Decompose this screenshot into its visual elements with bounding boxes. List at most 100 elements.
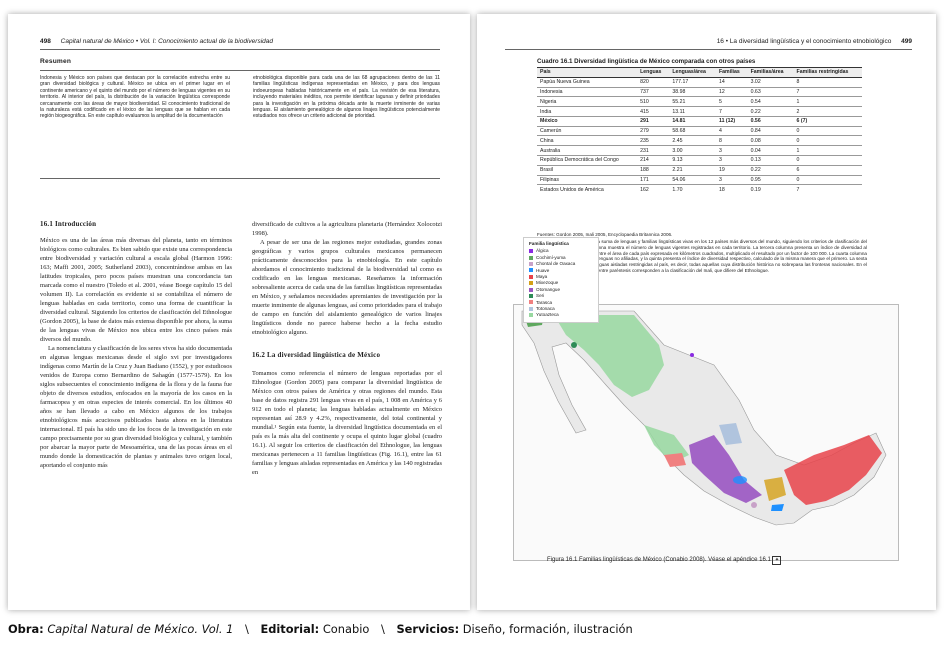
table-cell: 0.13 [747, 155, 794, 166]
region-yutoazteca [554, 315, 664, 397]
running-head: 16 • La diversidad lingüística y el cono… [716, 38, 892, 45]
legend-item: Otomangue [529, 287, 593, 293]
table-cell: 1 [793, 145, 862, 156]
table-cell: 9.13 [669, 155, 716, 166]
legend-swatch [529, 262, 533, 266]
table-cell: 6 (7) [793, 115, 862, 127]
table-cell: 0.19 [747, 184, 794, 195]
table-cell: 0 [793, 125, 862, 136]
legend-swatch [529, 274, 533, 279]
paragraph: México es una de las áreas más diversas … [40, 237, 232, 343]
column-header: País [537, 67, 638, 78]
table-row: Camerún 279 58.68 4 0.84 0 [537, 125, 862, 136]
legend-label: Cochimí-yuma [536, 254, 566, 260]
table-cell: 177.17 [669, 76, 716, 88]
region-tarasca [664, 453, 686, 467]
legend-swatch [529, 287, 533, 292]
legend-swatch [529, 313, 533, 318]
table-cell: 13.11 [669, 106, 716, 117]
column-header: Lenguas/área [669, 67, 716, 78]
legend-title: Familia lingüística [529, 241, 569, 246]
paragraph: La nomenclatura y clasificación de los s… [40, 345, 232, 469]
page-number: 498 [40, 38, 51, 45]
table-cell: 737 [637, 86, 670, 97]
table-cell: 0.54 [747, 96, 794, 107]
appendix-icon: ✦ [772, 556, 782, 565]
table-cell: 3.00 [669, 145, 716, 156]
legend-item: Huave [529, 268, 593, 274]
legend-item: Chontal de Oaxaca [529, 261, 593, 267]
table-cell: 7 [716, 106, 748, 117]
legend-label: Mixezoque [536, 280, 559, 286]
table-cell: 2.45 [669, 135, 716, 146]
editorial-value: Conabio [322, 622, 370, 636]
table-cell: 820 [637, 76, 670, 88]
separator: \ [244, 622, 249, 636]
table-cell: China [537, 135, 638, 146]
figure-caption: Figura 16.1 Familias lingüísticas de Méx… [547, 556, 907, 565]
table-cell: 7 [793, 184, 862, 195]
column-header: Familias [716, 67, 748, 78]
paragraph: Tomamos como referencia el número de len… [252, 370, 442, 476]
credits-footer: Obra: Capital Natural de México. Vol. 1 … [8, 622, 633, 636]
resumen-rule [40, 70, 440, 71]
table-cell: 3.02 [747, 76, 794, 88]
region-mixezoque [764, 477, 786, 501]
table-cell: 0 [793, 135, 862, 146]
servicios-value: Diseño, formación, ilustración [462, 622, 633, 636]
table-cell: Nigeria [537, 96, 638, 107]
table-cell: 3 [716, 174, 748, 185]
legend-swatch [529, 268, 533, 273]
table-cell: Estados Unidos de América [537, 184, 638, 195]
left-page: 498 Capital natural de México • Vol. I: … [8, 14, 470, 610]
table-row: Indonesia 737 38.98 12 0.63 7 [537, 86, 862, 97]
legend-item: Cochimí-yuma [529, 255, 593, 261]
table-cell: 0.22 [747, 106, 794, 117]
section-heading: 16.1 Introducción [40, 220, 97, 228]
table-cell: 0.04 [747, 145, 794, 156]
table-cell: 55.21 [669, 96, 716, 107]
header-rule [505, 49, 912, 50]
legend-label: Yutoazteca [536, 312, 559, 318]
table-cell: 171 [637, 174, 670, 185]
legend-swatch [529, 294, 533, 299]
table-cell: 8 [793, 76, 862, 88]
table-cell: 0.84 [747, 125, 794, 136]
paragraph: diversificado de cultivos a la agricultu… [252, 221, 442, 237]
table-cell: 1.70 [669, 184, 716, 195]
table-row: India 415 13.11 7 0.22 2 [537, 106, 862, 117]
table-row: México 291 14.81 11 (12) 0.56 6 (7) [537, 115, 862, 127]
table-cell: 1 [793, 96, 862, 107]
table-cell: Camerún [537, 125, 638, 136]
legend-label: Álgica [536, 248, 549, 254]
table-cell: 58.68 [669, 125, 716, 136]
table-cell: 12 [716, 86, 748, 97]
obra-label: Obra: [8, 622, 44, 636]
left-page-header: 498 Capital natural de México • Vol. I: … [40, 38, 273, 45]
map-figure [513, 304, 899, 561]
legend-swatch [529, 281, 533, 286]
header-rule [40, 49, 440, 50]
legend-label: Chontal de Oaxaca [536, 261, 576, 267]
table-cell: 3 [716, 155, 748, 166]
section-heading: 16.2 La diversidad lingüística de México [252, 351, 381, 359]
left-column: 16.1 Introducción México es una de las á… [40, 220, 232, 470]
table-row: Filipinas 171 54.06 3 0.95 0 [537, 174, 862, 185]
separator: \ [380, 622, 385, 636]
region-huave [733, 476, 747, 484]
table-cell: 0.63 [747, 86, 794, 97]
table-row: China 235 2.45 8 0.08 0 [537, 135, 862, 146]
mexico-map [521, 310, 887, 526]
legend-label: Otomangue [536, 286, 561, 292]
table-row: Nigeria 510 55.21 5 0.54 1 [537, 96, 862, 107]
resumen-col1: Indonesia y México son países que destac… [40, 75, 230, 120]
legend-label: Huave [536, 267, 550, 273]
page-number: 499 [901, 38, 912, 45]
legend-item: Álgica [529, 248, 593, 254]
legend-item: Maya [529, 274, 593, 280]
table-cell: India [537, 106, 638, 117]
legend-swatch [529, 300, 533, 305]
legend-swatch [529, 306, 533, 311]
column-header: Lenguas [637, 67, 670, 78]
table-header-row: País Lenguas Lenguas/área Familias Famil… [537, 67, 862, 78]
